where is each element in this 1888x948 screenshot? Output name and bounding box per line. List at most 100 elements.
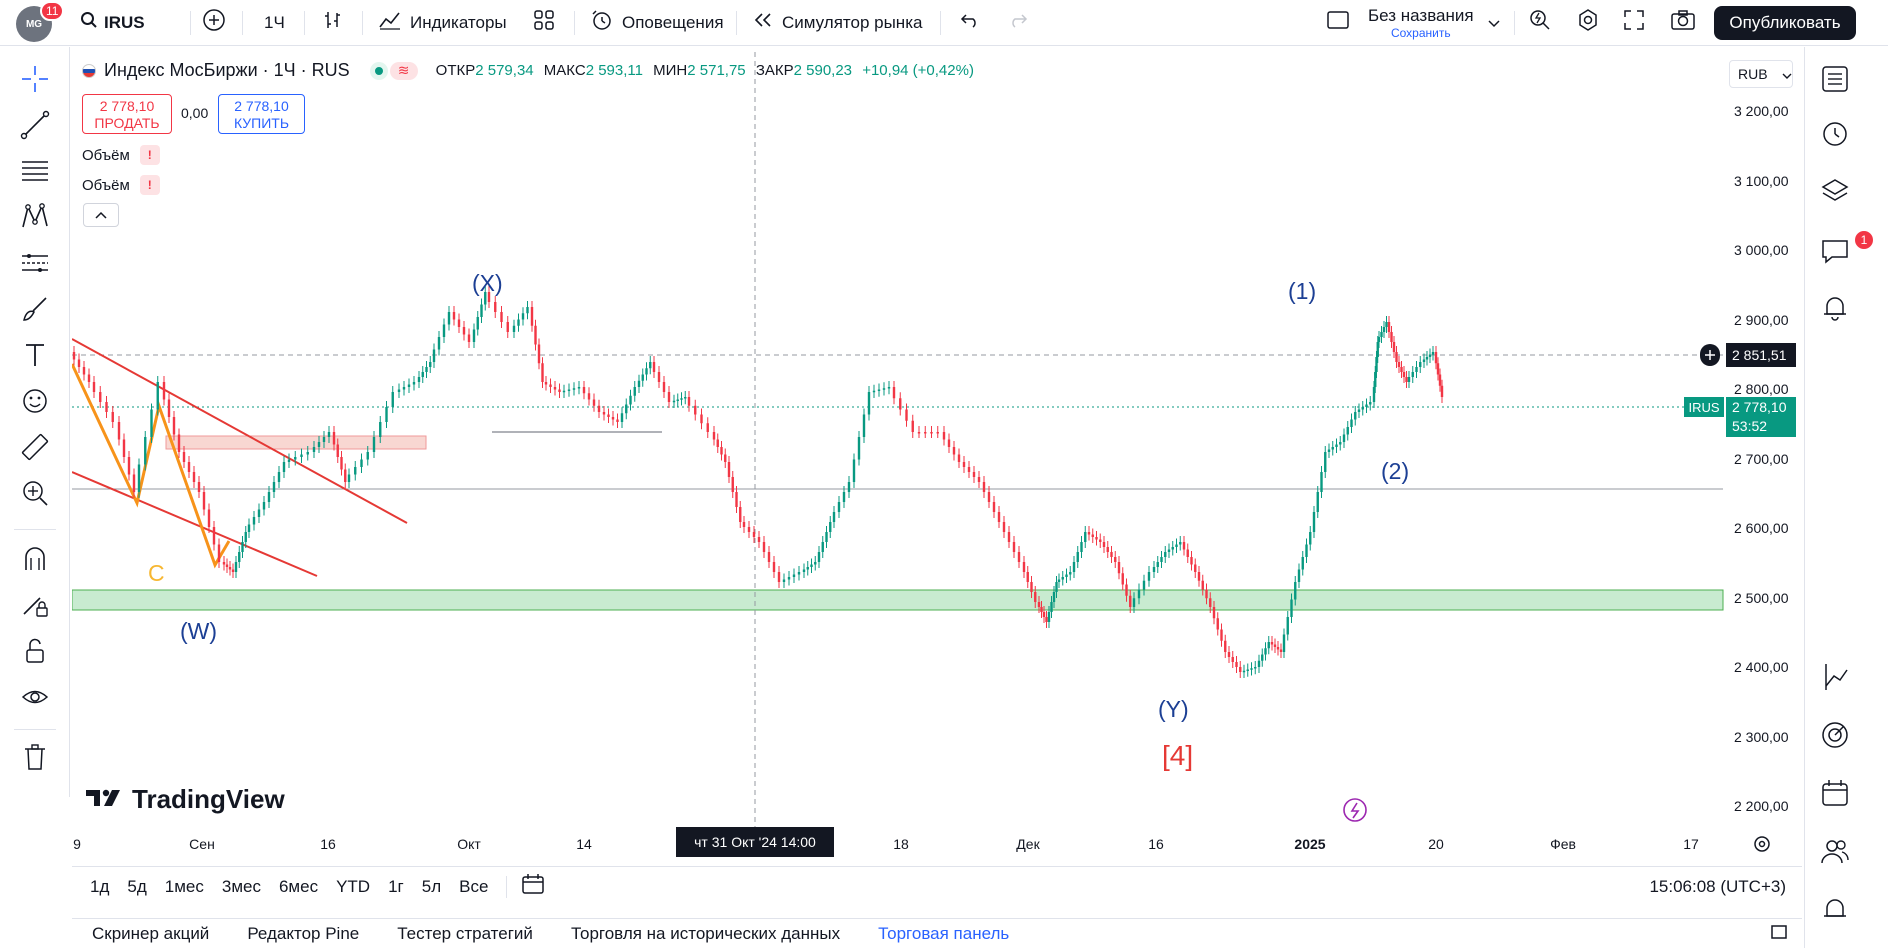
market-status-dot[interactable] — [369, 61, 388, 80]
wave-label-x[interactable]: (X) — [472, 270, 503, 296]
watchlist-button[interactable] — [1817, 63, 1853, 99]
timeframe-button[interactable]: 6мес — [278, 876, 319, 896]
pine-editor-button[interactable] — [1817, 661, 1853, 697]
candle-body — [1052, 592, 1056, 602]
replay-button[interactable]: Симулятор рынка — [752, 0, 922, 46]
channel-upper-line[interactable] — [72, 338, 408, 524]
fullscreen-button[interactable] — [1623, 0, 1645, 46]
zoom-tool[interactable] — [17, 477, 53, 513]
candle-body — [1346, 427, 1349, 435]
templates-button[interactable] — [533, 0, 555, 46]
interval-label: 1Ч — [264, 12, 285, 32]
resistance-zone[interactable] — [165, 435, 427, 450]
hide-drawings-tool[interactable] — [17, 681, 53, 717]
target-button[interactable] — [1817, 719, 1853, 755]
event-marker[interactable] — [1343, 798, 1367, 822]
snapshot-button[interactable] — [1670, 0, 1696, 46]
measure-tool[interactable] — [17, 431, 53, 467]
candle-body — [336, 444, 339, 457]
keep-drawing-tool[interactable] — [17, 589, 53, 625]
community-button[interactable] — [1817, 835, 1853, 871]
layout-name-button[interactable]: Без названия Сохранить — [1368, 6, 1474, 40]
timeframe-button[interactable]: 1г — [388, 876, 404, 896]
publish-button[interactable]: Опубликовать — [1714, 6, 1856, 40]
undo-button[interactable] — [960, 0, 980, 46]
candle-body — [247, 524, 251, 532]
wave-label-4[interactable]: [4] — [1162, 740, 1194, 771]
quick-search-button[interactable] — [1528, 0, 1552, 46]
lock-drawings-tool[interactable] — [17, 635, 53, 671]
timezone-clock[interactable]: 15:06:08 (UTC+3) — [1649, 876, 1786, 896]
pattern-tool[interactable] — [17, 201, 53, 237]
forecast-tool[interactable] — [17, 247, 53, 283]
layout-menu-button[interactable] — [1488, 0, 1500, 46]
text-tool[interactable] — [17, 339, 53, 375]
timeframe-button[interactable]: Все — [459, 876, 489, 896]
collapse-legend-button[interactable] — [83, 203, 119, 227]
fib-tool[interactable] — [17, 155, 53, 191]
settings-button[interactable] — [1576, 0, 1600, 46]
warning-icon[interactable]: ! — [139, 145, 160, 165]
bottom-tab[interactable]: Редактор Pine — [247, 923, 360, 943]
bottom-tab[interactable]: Тестер стратегий — [397, 923, 533, 943]
interval-button[interactable]: 1Ч — [264, 0, 285, 46]
alerts-panel-button[interactable] — [1817, 117, 1853, 153]
axis-settings-button[interactable] — [1752, 834, 1772, 859]
timeframe-button[interactable]: 3мес — [221, 876, 261, 896]
timeframe-button[interactable]: 1д — [90, 876, 110, 896]
wave-label-1[interactable]: (1) — [1288, 278, 1317, 304]
crosshair-tool[interactable] — [17, 63, 53, 99]
wave-label-y[interactable]: (Y) — [1158, 696, 1189, 722]
date-range-button[interactable] — [521, 873, 545, 900]
timeframe-button[interactable]: 1мес — [164, 876, 204, 896]
wave-label-2[interactable]: (2) — [1381, 458, 1410, 484]
layout-toggle[interactable] — [1326, 0, 1350, 46]
candle-body — [238, 552, 241, 562]
volume-indicator-1[interactable]: Объём ! — [82, 145, 160, 165]
warning-icon[interactable]: ! — [139, 175, 160, 195]
chats-button[interactable] — [1817, 235, 1853, 271]
redo-button[interactable] — [1008, 0, 1028, 46]
price-chart[interactable] — [72, 52, 1802, 860]
support-zone[interactable] — [72, 589, 1724, 611]
candle-body — [821, 542, 824, 552]
notifications-button[interactable] — [1817, 291, 1853, 327]
alerts-button[interactable]: Оповещения — [590, 0, 724, 46]
wave-label-c[interactable]: C — [148, 560, 165, 586]
orange-zigzag[interactable] — [72, 363, 231, 569]
emoji-tool[interactable] — [17, 385, 53, 421]
candle-body — [494, 302, 497, 312]
symbol-search-button[interactable]: IRUS — [80, 0, 145, 46]
calendar-button[interactable] — [1817, 777, 1853, 813]
add-alert-button[interactable] — [1694, 343, 1720, 367]
bottom-tab[interactable]: Скринер акций — [92, 923, 210, 943]
trend-line-tool[interactable] — [17, 109, 53, 145]
symbol-title[interactable]: Индекс МосБиржи · 1Ч · RUS — [104, 60, 350, 80]
chart-type-button[interactable] — [322, 0, 344, 46]
candle-body — [429, 362, 432, 367]
indicators-button[interactable]: Индикаторы — [378, 0, 507, 46]
remove-drawings-tool[interactable] — [17, 741, 53, 777]
timeframe-button[interactable]: 5д — [127, 876, 147, 896]
currency-select[interactable]: RUB — [1729, 60, 1793, 88]
alerts-bell-button[interactable] — [1817, 893, 1853, 929]
volume-indicator-2[interactable]: Объём ! — [82, 175, 160, 195]
data-delay-icon[interactable]: ≋ — [389, 61, 418, 80]
channel-lower-line[interactable] — [72, 471, 318, 577]
buy-button[interactable]: 2 778,10 КУПИТЬ — [218, 94, 305, 134]
candle-body — [676, 399, 679, 401]
object-tree-button[interactable] — [1817, 175, 1853, 211]
candle-body — [1387, 322, 1391, 332]
bottom-tab[interactable]: Торговая панель — [878, 923, 1010, 943]
timeframe-button[interactable]: 5л — [421, 876, 442, 896]
tradingview-watermark[interactable]: TradingView — [86, 784, 285, 815]
bottom-tab[interactable]: Торговля на исторических данных — [570, 923, 841, 943]
wave-label-w[interactable]: (W) — [180, 618, 218, 644]
sell-button[interactable]: 2 778,10 ПРОДАТЬ — [82, 94, 172, 134]
candle-countdown: 53:52 — [1732, 418, 1768, 434]
brush-tool[interactable] — [17, 293, 53, 329]
timeframe-button[interactable]: YTD — [336, 876, 371, 896]
magnet-tool[interactable] — [17, 543, 53, 579]
maximize-panel-button[interactable] — [1770, 922, 1788, 945]
compare-button[interactable] — [202, 0, 226, 46]
